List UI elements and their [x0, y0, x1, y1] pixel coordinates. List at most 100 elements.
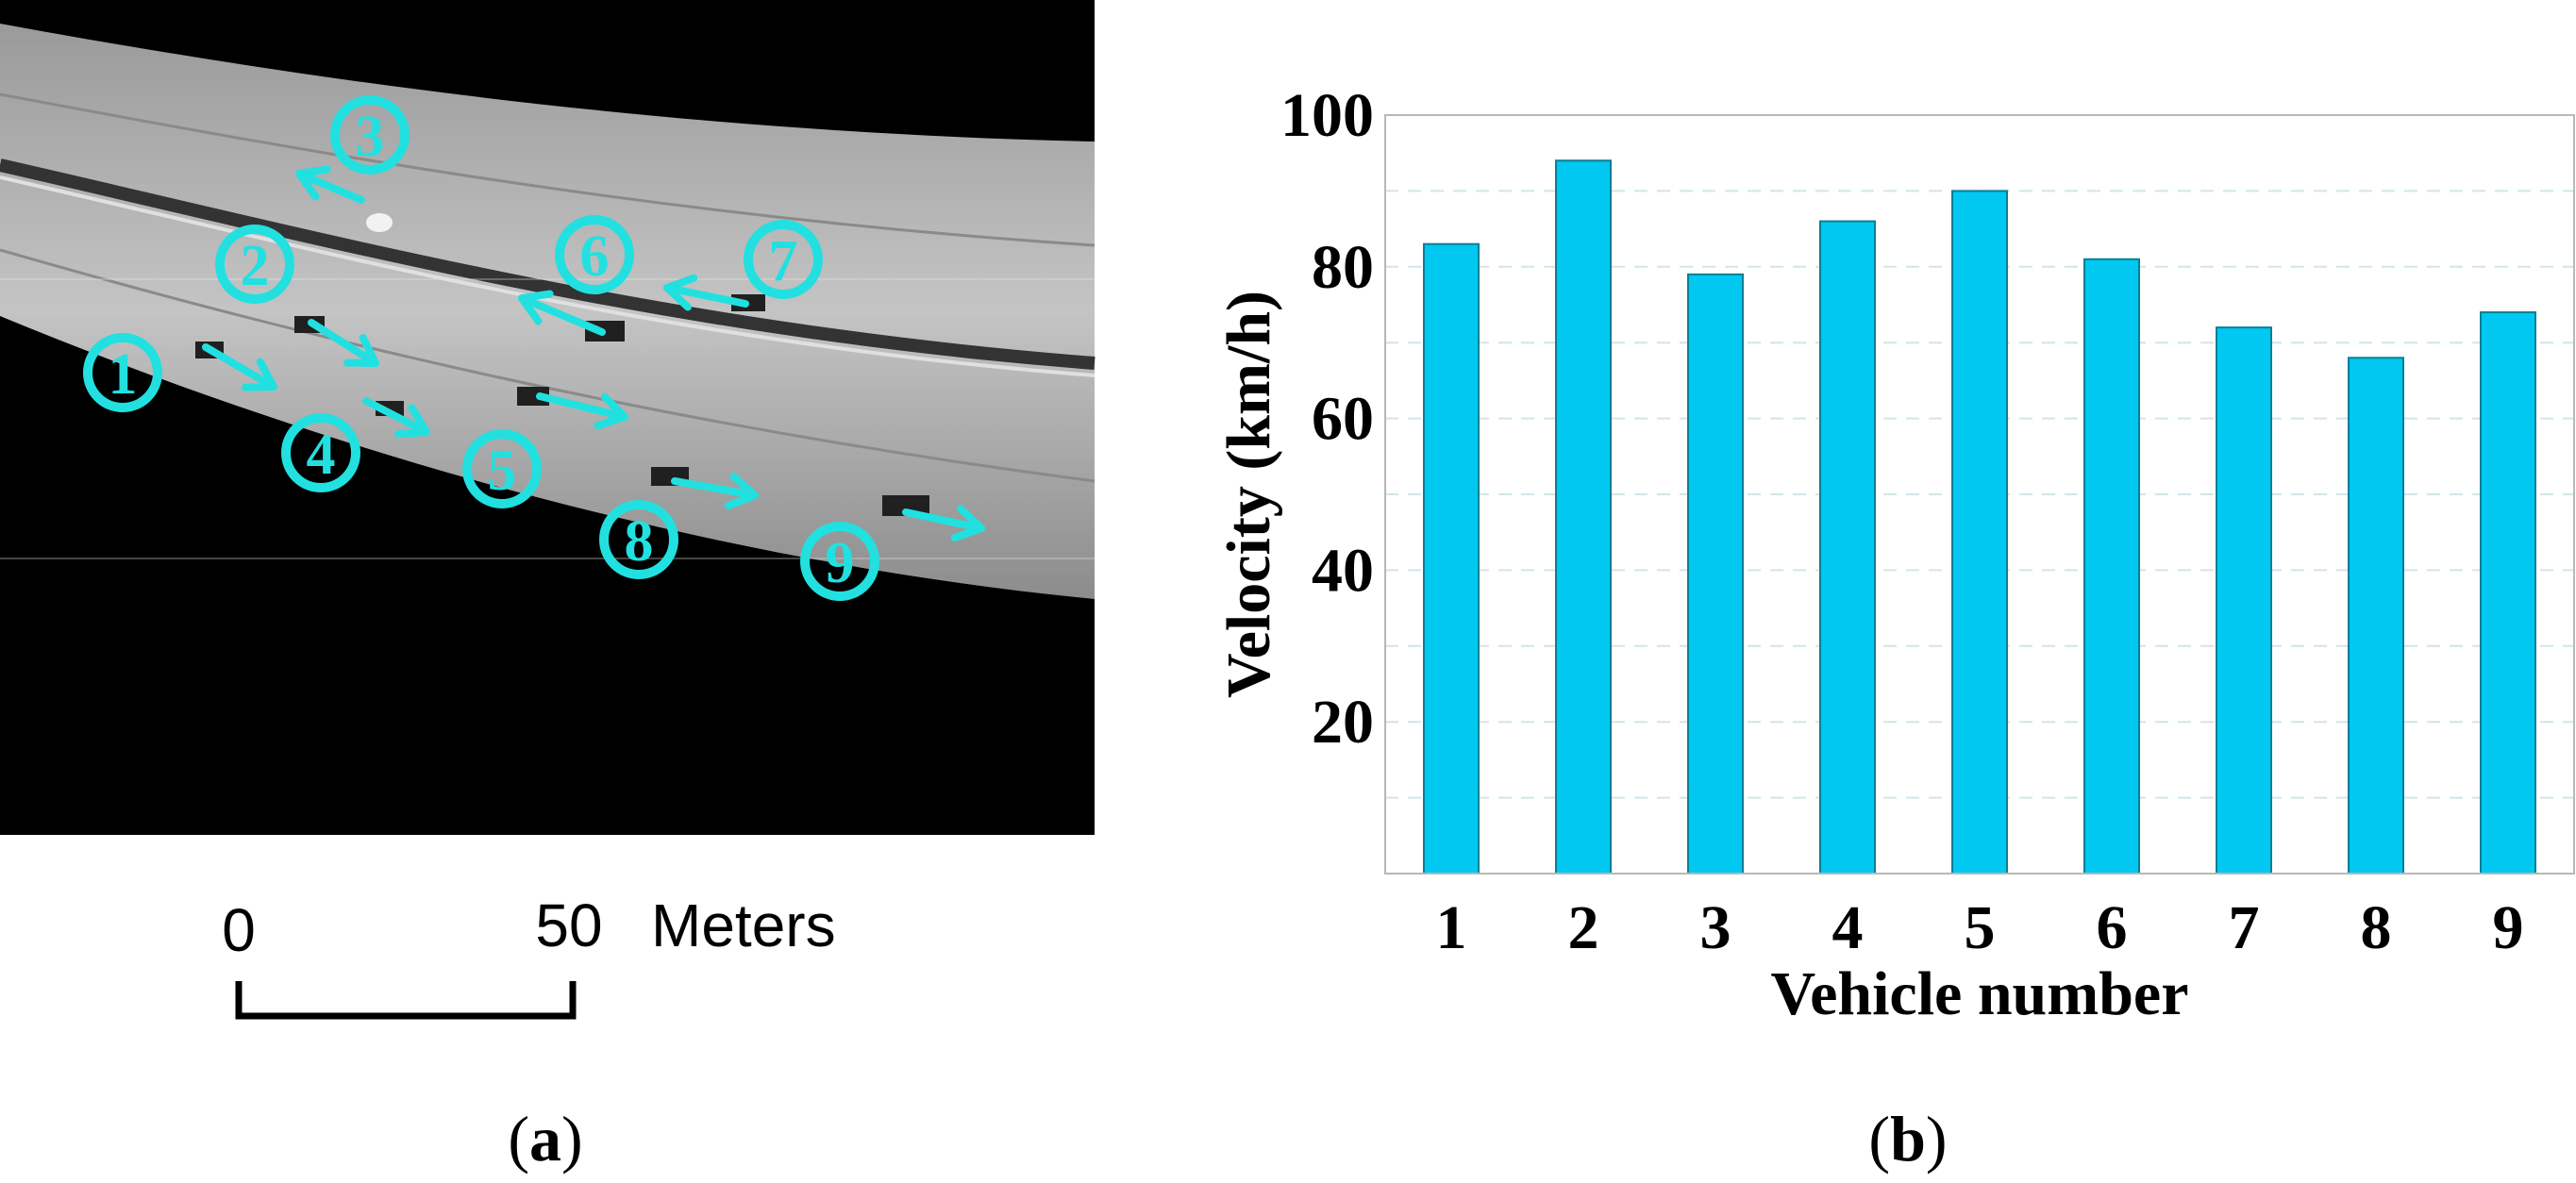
arrow-shaft — [671, 477, 759, 499]
vehicle-shape — [366, 213, 393, 232]
scale-bar: 0 50 Meters — [222, 891, 836, 1020]
bar — [2348, 357, 2404, 875]
y-axis-label: Velocity (km/h) — [1214, 291, 1283, 698]
x-tick-label: 6 — [2097, 893, 2128, 962]
arrow-shaft — [663, 284, 749, 308]
vehicle-markers: 1 2 3 4 5 6 7 8 9 — [83, 95, 879, 601]
panel-a-label: (a) — [508, 1103, 582, 1175]
arrow-head — [394, 404, 430, 439]
direction-arrow — [536, 392, 628, 430]
x-tick-label: 8 — [2361, 893, 2392, 962]
arrow-head — [518, 290, 554, 325]
vehicle-marker: 9 — [800, 522, 879, 601]
arrow-head — [594, 392, 628, 430]
marker-ring — [800, 522, 879, 601]
direction-arrow — [202, 343, 277, 392]
x-tick-label: 3 — [1700, 893, 1731, 962]
arrow-head — [950, 505, 985, 542]
bar — [1819, 220, 1876, 875]
y-tick-labels: 20 40 60 80 100 — [1280, 81, 1374, 757]
arrow-head — [725, 473, 759, 509]
bars — [1423, 159, 2536, 875]
vehicle-shape — [882, 495, 929, 516]
marker-number: 6 — [580, 225, 610, 289]
marker-ring — [462, 429, 542, 508]
y-tick-label: 100 — [1280, 81, 1374, 150]
scale-bar-start: 0 — [222, 896, 256, 964]
direction-arrow — [671, 473, 759, 509]
marker-ring — [215, 225, 294, 304]
y-tick-label: 40 — [1312, 536, 1374, 605]
arrow-shaft — [308, 319, 379, 367]
vehicle-marker: 5 — [462, 429, 542, 508]
plot-frame — [1384, 114, 2575, 875]
bar — [2480, 311, 2536, 875]
arrow-shaft — [362, 397, 430, 436]
marker-number: 8 — [625, 509, 654, 574]
x-axis-label: Vehicle number — [1770, 959, 2188, 1028]
scale-bar-unit: Meters — [651, 891, 836, 959]
y-tick-label: 20 — [1312, 688, 1374, 757]
y-tick-label: 60 — [1312, 385, 1374, 454]
road-median — [0, 158, 1096, 370]
x-tick-label: 5 — [1965, 893, 1996, 962]
marker-ring — [599, 500, 678, 579]
x-tick-label: 4 — [1832, 893, 1864, 962]
marker-number: 1 — [109, 342, 138, 407]
lane-line-lower — [0, 248, 1096, 483]
direction-arrow — [663, 274, 749, 311]
panel-b-label: (b) — [1868, 1103, 1947, 1175]
panel-b: 20 40 60 80 100 1 2 3 4 5 6 7 8 9 Vehicle number Vel… — [1214, 81, 2575, 1175]
arrow-head — [242, 358, 277, 392]
arrow-shaft — [536, 392, 628, 421]
direction-arrow — [362, 397, 430, 439]
arrow-head — [295, 165, 331, 201]
marker-ring — [281, 413, 360, 492]
marker-ring — [744, 220, 823, 299]
arrow-shaft — [295, 170, 365, 204]
arrow-head — [663, 274, 698, 311]
arrow-head — [343, 334, 379, 367]
marker-number: 2 — [241, 234, 270, 298]
marker-number: 5 — [488, 439, 517, 503]
vehicle-marker: 7 — [744, 220, 823, 299]
arrow-shaft — [518, 294, 606, 336]
marker-number: 7 — [769, 229, 798, 293]
vehicle-marker: 4 — [281, 413, 360, 492]
x-tick-labels: 1 2 3 4 5 6 7 8 9 — [1436, 893, 2524, 962]
y-tick-label: 80 — [1312, 233, 1374, 302]
lane-line-upper — [0, 92, 1096, 247]
marker-ring — [555, 215, 634, 294]
vehicle-marker: 1 — [83, 333, 162, 412]
direction-arrow — [902, 505, 985, 542]
median-edge-line — [0, 175, 1096, 377]
marker-number: 3 — [356, 105, 385, 169]
direction-arrow — [308, 319, 379, 367]
vehicle-marker: 6 — [555, 215, 634, 294]
vehicle-marker: 3 — [330, 95, 410, 175]
scale-bar-line — [235, 981, 577, 1020]
velocity-bar-chart: 20 40 60 80 100 1 2 3 4 5 6 7 8 9 Vehicle number Vel… — [1214, 81, 2575, 1028]
x-tick-label: 1 — [1436, 893, 1467, 962]
scale-bar-end: 50 — [535, 891, 602, 959]
marker-number: 9 — [826, 531, 855, 595]
bar — [1555, 159, 1612, 875]
marker-number: 4 — [307, 423, 336, 487]
direction-arrow — [295, 165, 365, 204]
vehicle-marker: 2 — [215, 225, 294, 304]
x-tick-label: 7 — [2229, 893, 2260, 962]
vehicle-shape — [517, 387, 549, 406]
bar — [1687, 273, 1744, 875]
bar — [2216, 326, 2272, 875]
x-tick-label: 9 — [2493, 893, 2524, 962]
bar — [2083, 258, 2140, 875]
x-tick-label: 2 — [1568, 893, 1599, 962]
marker-ring — [330, 95, 410, 175]
bar — [1423, 242, 1480, 875]
marker-ring — [83, 333, 162, 412]
arrow-shaft — [902, 508, 985, 532]
direction-arrow — [518, 290, 606, 336]
bar — [1951, 190, 2008, 875]
vehicle-marker: 8 — [599, 500, 678, 579]
